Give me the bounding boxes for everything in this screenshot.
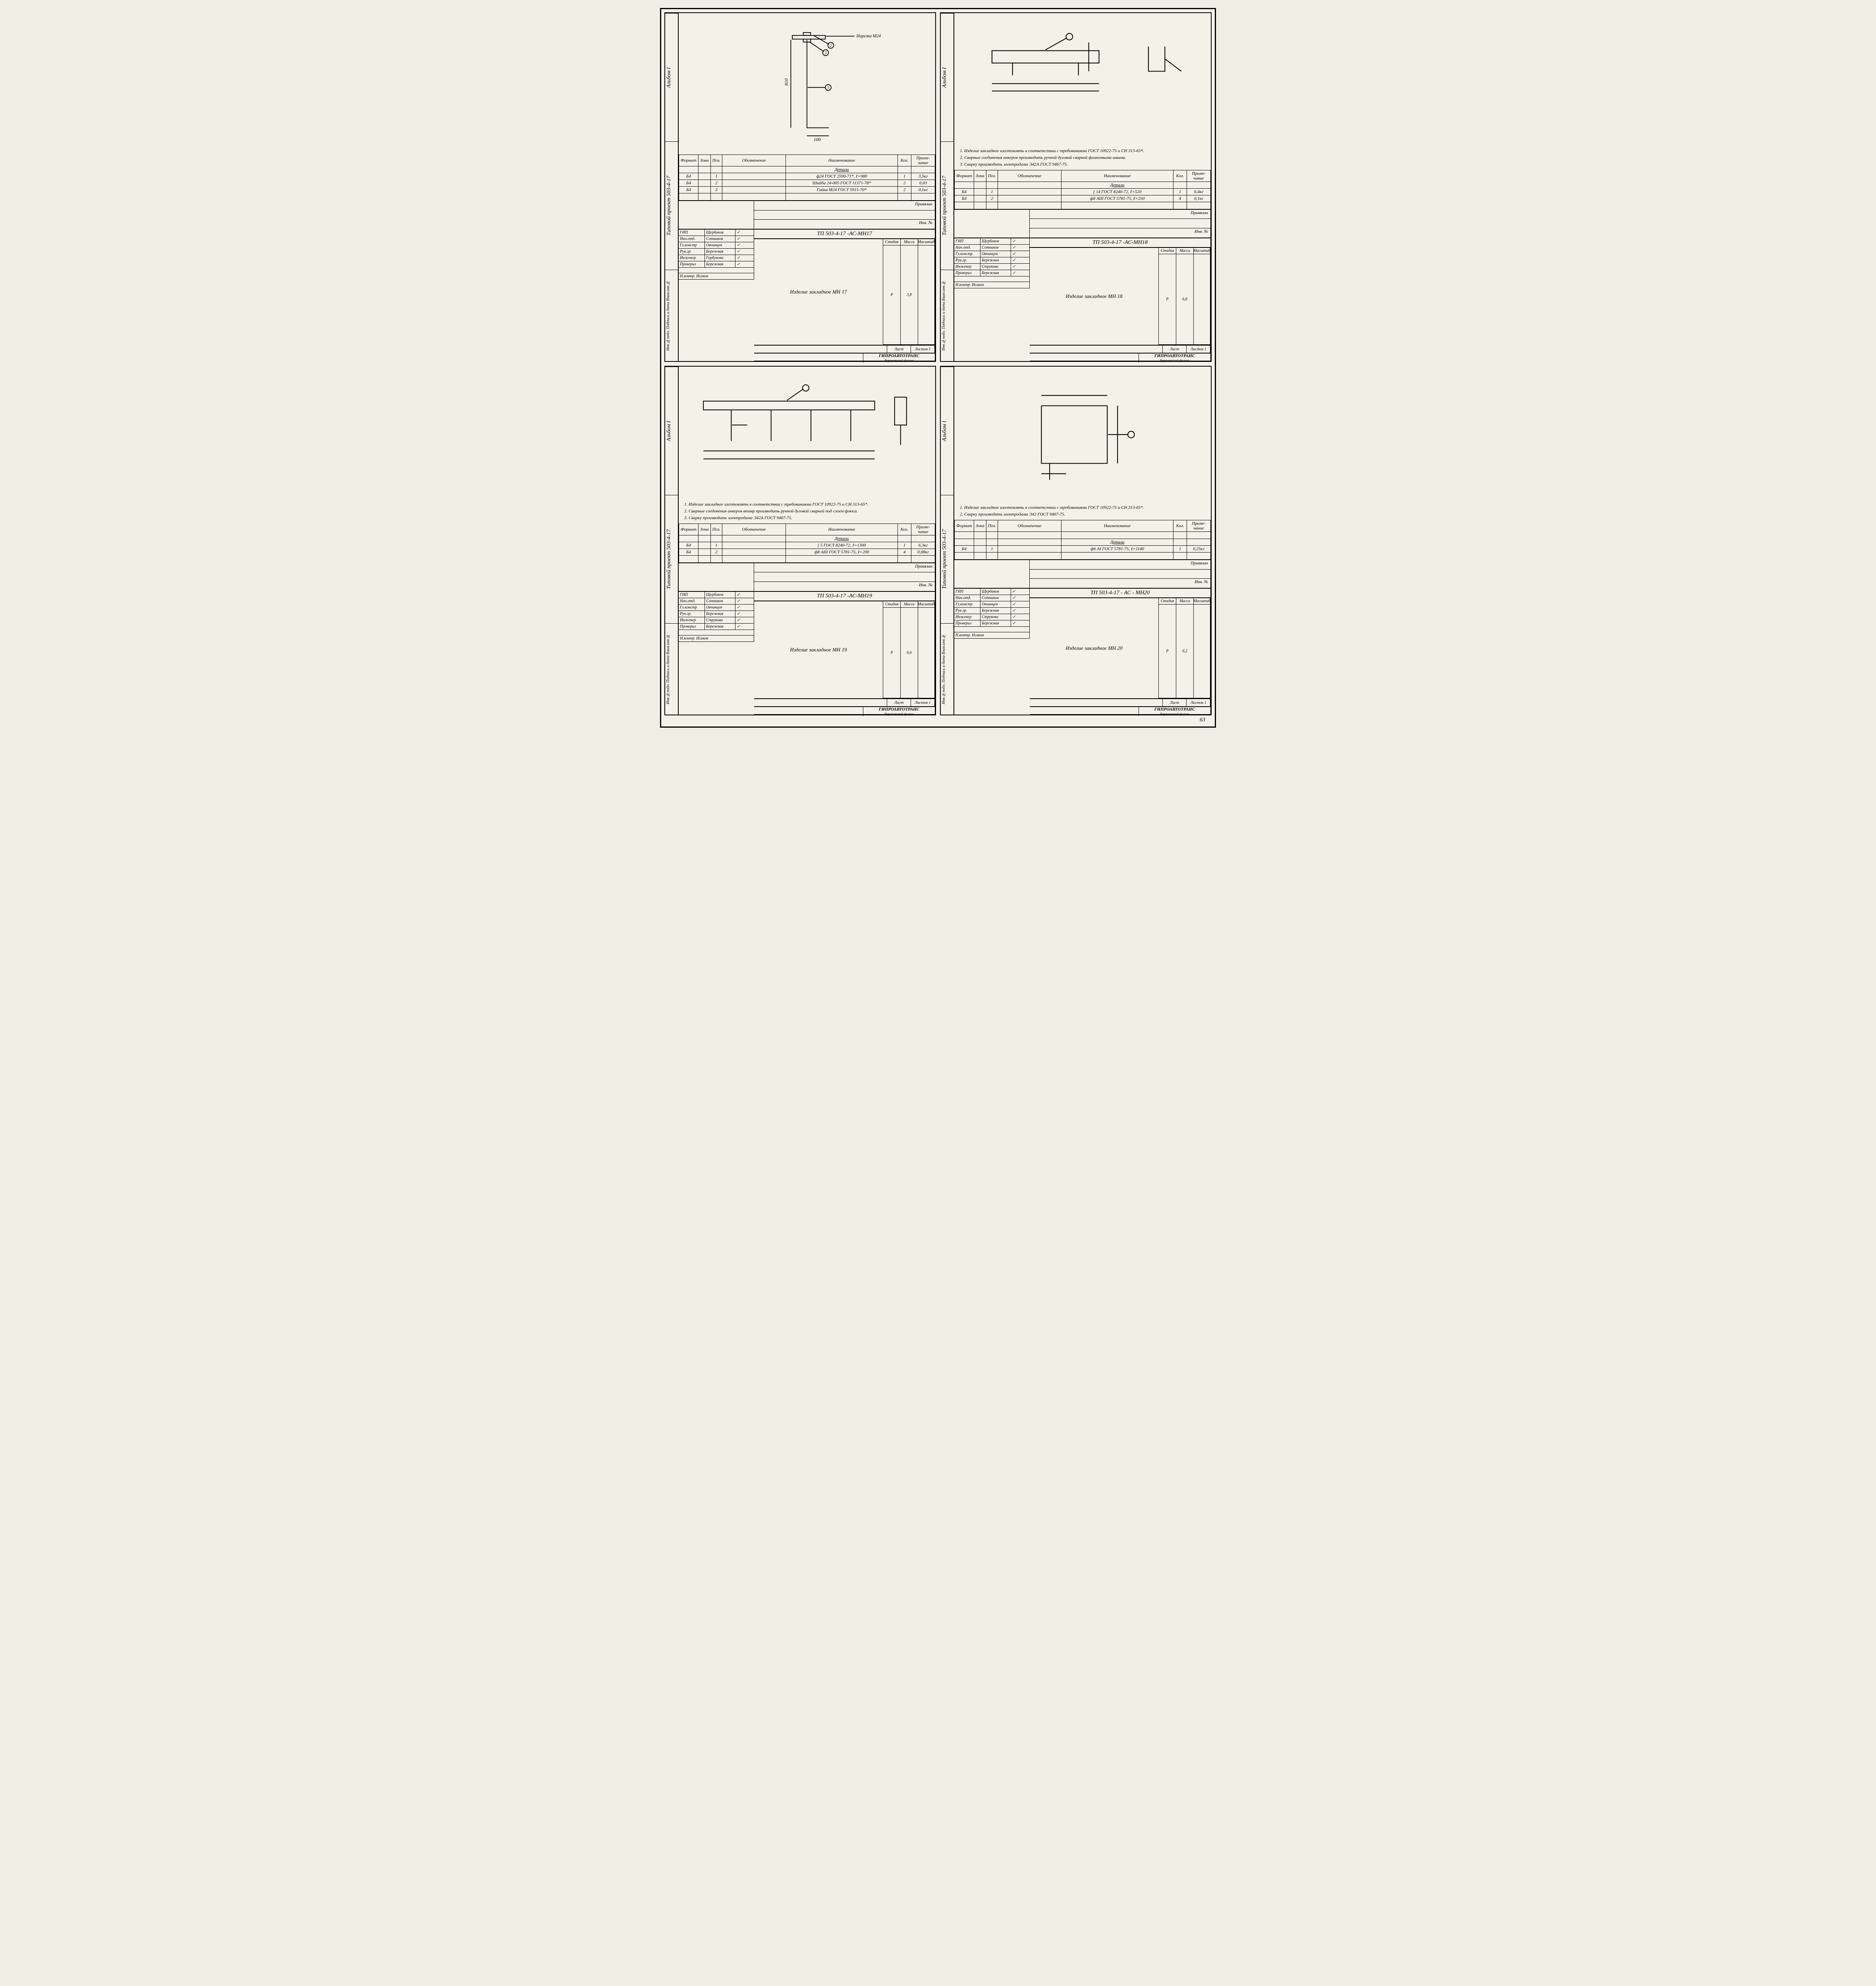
stamp-top: Привязан Инв. № xyxy=(679,201,935,229)
svg-text:30: 30 xyxy=(1095,399,1100,404)
svg-text:240: 240 xyxy=(1119,429,1124,437)
svg-text:200: 200 xyxy=(713,446,720,450)
svg-text:50: 50 xyxy=(897,392,902,397)
svg-text:300: 300 xyxy=(826,446,833,450)
svg-text:1: 1 xyxy=(805,386,807,391)
svg-text:200: 200 xyxy=(859,446,865,450)
drawing-sheet: Альбом I Типовой проект 503-4-17 Инв.№по… xyxy=(660,8,1216,728)
drawing-mh18: 2 1 1 110 390 110 520 xyxy=(954,13,1211,146)
svg-text:Нарезка М24: Нарезка М24 xyxy=(856,34,881,39)
side-strip: Альбом I Типовой проект 503-4-17 Инв.№по… xyxy=(665,13,679,361)
svg-text:300: 300 xyxy=(746,446,753,450)
drawing-title: Изделие закладное МН 17 xyxy=(754,239,883,345)
section-row: Детали xyxy=(679,166,935,173)
spec-row: Б42Шайба 24-005 ГОСТ 11371-78*20,03 xyxy=(679,180,935,187)
svg-text:60°: 60° xyxy=(1140,52,1146,57)
svg-text:2: 2 xyxy=(1006,68,1008,73)
svg-text:1300: 1300 xyxy=(782,460,792,466)
svg-text:R=0: R=0 xyxy=(1167,41,1176,45)
svg-text:1: 1 xyxy=(1068,35,1071,39)
svg-text:1: 1 xyxy=(1091,37,1093,43)
svg-text:120: 120 xyxy=(1048,399,1055,404)
spec-table-mh18: ФорматЗонаПоз.ОбозначениеНаименованиеКол… xyxy=(954,170,1211,209)
svg-text:2: 2 xyxy=(910,429,912,434)
drawing-mh20: 260 120 30 240 100 4-100 1 xyxy=(954,367,1211,502)
svg-text:100: 100 xyxy=(1048,476,1055,481)
svg-text:1: 1 xyxy=(1130,433,1132,437)
svg-text:2: 2 xyxy=(830,44,832,48)
svg-text:810: 810 xyxy=(784,79,789,86)
svg-text:110: 110 xyxy=(1087,77,1094,83)
drawing-mh19: 1 2 200 300 300 300 200 1300 xyxy=(679,367,935,499)
spec-table-mh20: ФорматЗонаПоз.ОбозначениеНаименованиеКол… xyxy=(954,520,1211,560)
title-block-mh17: ГИПЩербаков✓ Нач.отд.Сотников✓ Гл.констр… xyxy=(679,229,935,361)
panel-mh19: Альбом I Типовой проект 503-4-17 Инв.№по… xyxy=(664,366,936,715)
svg-text:1-1: 1-1 xyxy=(1152,29,1160,35)
svg-text:390: 390 xyxy=(1041,77,1049,83)
drawing-mh17: Нарезка М24 2 3 1 810 100 xyxy=(679,13,935,155)
svg-text:1-1: 1-1 xyxy=(899,387,905,393)
page-number: 63 xyxy=(664,715,1212,723)
notes-mh20: 1. Изделие закладное изготовлять в соотв… xyxy=(954,502,1211,520)
svg-text:520: 520 xyxy=(1039,93,1047,98)
project-label: Типовой проект 503-4-17 xyxy=(665,141,678,270)
panel-mh18: Альбом I Типовой проект 503-4-17 Инв.№по… xyxy=(940,12,1212,362)
spec-table-mh17: Формат Зона Поз. Обозначение Наименовани… xyxy=(679,155,935,201)
notes-mh19: 1. Изделие закладное изготовлять в соотв… xyxy=(679,499,935,524)
svg-text:4-100: 4-100 xyxy=(1087,475,1097,480)
svg-text:260: 260 xyxy=(1067,389,1075,394)
drawing-code: ТП 503-4-17 -АС-МН17 xyxy=(754,229,935,239)
svg-text:100: 100 xyxy=(814,137,821,142)
svg-text:1: 1 xyxy=(827,86,829,90)
notes-mh18: 1. Изделие закладное изготовлять в соотв… xyxy=(954,146,1211,170)
svg-text:3: 3 xyxy=(824,51,826,55)
spec-table-mh19: ФорматЗонаПоз.ОбозначениеНаименованиеКол… xyxy=(679,524,935,563)
spec-row: Б41ф24 ГОСТ 2590-71*, ℓ=98013,5кг xyxy=(679,173,935,180)
svg-text:300: 300 xyxy=(786,446,793,450)
inv-strip-label: Инв.№подл. Подпись и дата Взам.инв.№ xyxy=(665,270,678,361)
panel-mh17: Альбом I Типовой проект 503-4-17 Инв.№по… xyxy=(664,12,936,362)
panel-grid: Альбом I Типовой проект 503-4-17 Инв.№по… xyxy=(664,12,1212,715)
svg-text:110: 110 xyxy=(998,77,1006,83)
svg-text:4-10: 4-10 xyxy=(1185,39,1193,44)
album-label: Альбом I xyxy=(665,13,678,141)
panel-mh20: Альбом I Типовой проект 503-4-17 Инв.№по… xyxy=(940,366,1212,715)
spec-row: Б43Гайка М24 ГОСТ 5915-70*20,1кг xyxy=(679,187,935,193)
svg-text:2: 2 xyxy=(723,423,726,428)
